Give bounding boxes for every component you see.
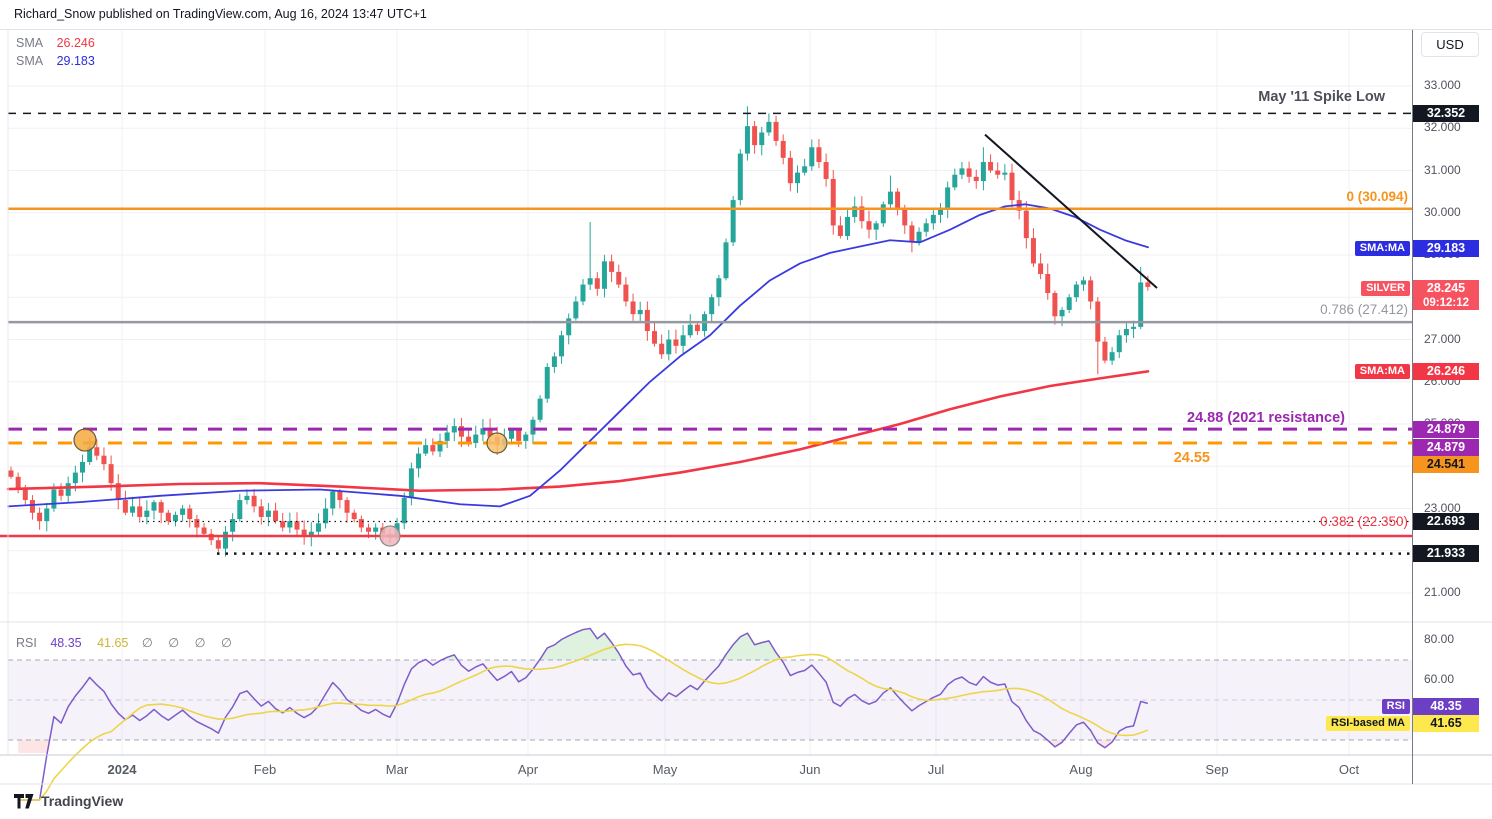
tradingview-logo-text: TradingView xyxy=(41,793,124,809)
tradingview-logo-icon xyxy=(14,793,34,808)
tradingview-logo[interactable]: TradingView xyxy=(14,793,123,809)
time-axis[interactable] xyxy=(0,756,1412,784)
currency-unit-button[interactable]: USD xyxy=(1421,32,1479,57)
price-axis[interactable] xyxy=(1413,29,1492,755)
